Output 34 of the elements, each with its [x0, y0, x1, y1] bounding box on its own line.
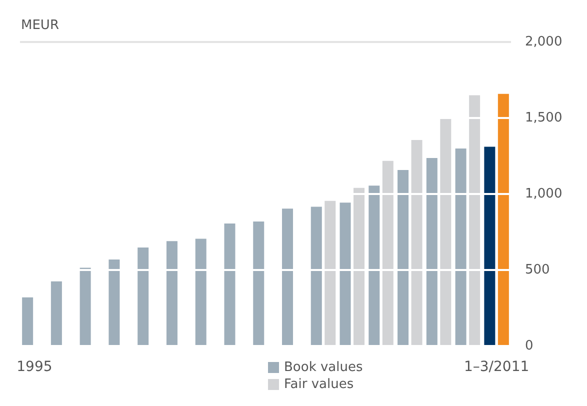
bar — [426, 158, 438, 346]
bar — [282, 208, 294, 346]
bar — [440, 118, 452, 346]
bar — [195, 238, 206, 346]
bar — [368, 186, 380, 346]
bar — [138, 248, 149, 346]
legend-label: Fair values — [284, 377, 354, 392]
y-tick-label: 1,500 — [525, 110, 562, 126]
y-tick-label: 2,000 — [525, 34, 562, 50]
x-tick-label: 1–3/2011 — [464, 359, 530, 375]
legend-label: Book values — [284, 360, 363, 375]
bar — [455, 148, 466, 346]
bar — [80, 268, 91, 346]
bar — [108, 260, 120, 346]
x-tick-label: 1995 — [16, 359, 52, 375]
y-axis-title: MEUR — [21, 18, 59, 33]
bar — [22, 297, 34, 346]
bar — [398, 170, 409, 346]
y-tick-label: 0 — [525, 338, 534, 354]
y-tick-label: 500 — [525, 262, 550, 278]
bar — [354, 188, 365, 346]
bar — [324, 200, 336, 346]
bar — [224, 223, 236, 346]
bar — [469, 95, 480, 346]
bar — [310, 206, 322, 346]
bar — [382, 160, 394, 346]
bar — [50, 281, 62, 346]
bar — [340, 202, 351, 346]
bar — [498, 94, 509, 346]
bar — [484, 146, 496, 346]
bar — [166, 241, 178, 346]
bar — [411, 140, 422, 346]
bar — [253, 222, 264, 346]
y-tick-label: 1,000 — [525, 186, 562, 202]
